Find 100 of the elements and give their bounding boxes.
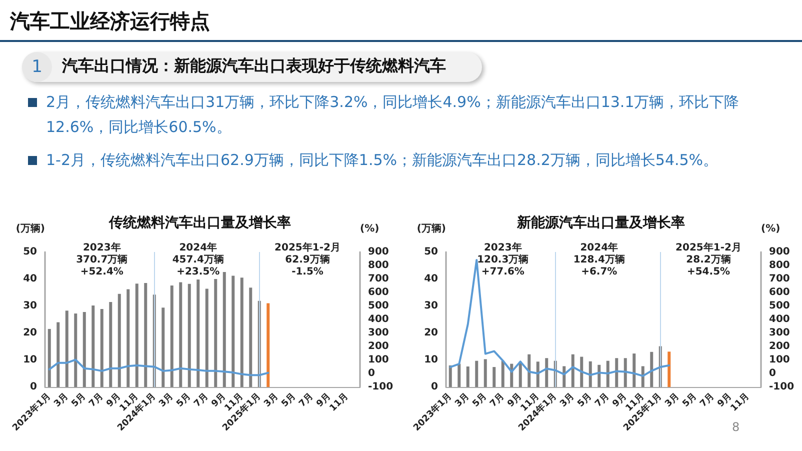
- bar: [162, 308, 165, 387]
- y2-tick-label: 600: [769, 287, 790, 298]
- y2-tick-label: 100: [769, 354, 790, 366]
- bar: [266, 303, 270, 387]
- y2-tick-label: 0: [368, 368, 375, 379]
- bar: [222, 272, 226, 387]
- bar: [466, 366, 470, 387]
- bar: [205, 288, 208, 387]
- text: 1-2月，传统燃料汽车出口62.9万辆，同比下降1.5%；新能源汽车出口28.2万辆，同比增长54.5%。: [46, 150, 720, 171]
- annotation: 2023年 120.3万辆 +77.6%: [477, 242, 529, 278]
- annotation: 2024年 457.4万辆 +23.5%: [172, 242, 224, 278]
- y2-tick-label: 0: [769, 368, 776, 379]
- y-tick-label: 20: [424, 328, 438, 338]
- bar: [668, 352, 671, 387]
- y2-tick-label: -100: [769, 382, 794, 392]
- text: 2月，传统燃料汽车出口31万辆，环比下降3.2%，同比增长4.9%；新能源汽车出口13.1万辆，环比下降12.6%，同比增长60.5%。: [46, 92, 740, 138]
- x-tick-label: 5月: [470, 390, 489, 410]
- y2-tick-label: 900: [368, 246, 389, 258]
- bar: [492, 367, 496, 387]
- bar: [606, 360, 610, 387]
- bar: [615, 358, 618, 387]
- y2-tick-label: 700: [368, 274, 389, 284]
- y2-tick-label: 100: [368, 354, 389, 366]
- x-tick-label: 3月: [156, 390, 176, 410]
- bar: [536, 362, 540, 387]
- bar: [528, 354, 531, 387]
- annotation: 2025年1-2月 28.2万辆 +54.5%: [676, 242, 742, 278]
- y2-tick-label: 200: [368, 341, 389, 352]
- annotation: 2024年 128.4万辆 +6.7%: [573, 242, 625, 278]
- text: 汽车工业经济运行特点: [10, 8, 210, 35]
- y-tick-label: 0: [30, 382, 38, 392]
- bar: [118, 294, 121, 387]
- bar: [65, 310, 68, 387]
- y2-tick-label: 800: [769, 260, 790, 271]
- y2-tick-label: 300: [769, 328, 790, 338]
- bar: [624, 358, 627, 387]
- x-tick-label: 3月: [452, 390, 472, 410]
- bar: [580, 356, 584, 387]
- y2-tick-label: 400: [368, 314, 389, 325]
- y-tick-label: 10: [424, 354, 438, 366]
- x-tick-label: 7月: [592, 390, 612, 410]
- x-tick-label: 3月: [262, 390, 280, 410]
- y2-axis-title: (%): [761, 224, 780, 234]
- bar: [232, 276, 235, 387]
- y-tick-label: 10: [23, 354, 38, 366]
- bar: [74, 314, 78, 387]
- bar: [82, 312, 86, 387]
- bar: [56, 322, 60, 387]
- x-tick-label: 7月: [698, 390, 716, 410]
- chart-title: 传统燃料汽车出口量及增长率: [108, 214, 291, 231]
- y2-axis-title: (%): [360, 224, 380, 234]
- text: 8: [732, 420, 740, 434]
- x-tick-label: 7月: [296, 390, 316, 410]
- bar: [135, 284, 138, 387]
- annotation: 2023年 370.7万辆 +52.4%: [76, 242, 128, 278]
- bar: [632, 354, 636, 387]
- y-axis-title: (万辆): [16, 222, 45, 234]
- y-tick-label: 20: [23, 328, 38, 338]
- bar: [100, 308, 104, 387]
- bar: [650, 352, 654, 387]
- bar: [48, 328, 51, 387]
- y2-tick-label: -100: [368, 382, 394, 392]
- bar: [501, 360, 504, 387]
- x-tick-label: 7月: [488, 390, 506, 410]
- y2-tick-label: 400: [769, 314, 790, 325]
- y2-tick-label: 800: [368, 260, 389, 271]
- y-tick-label: 30: [424, 300, 438, 312]
- y-tick-label: 0: [431, 382, 438, 392]
- x-tick-label: 5月: [575, 390, 594, 410]
- bar: [126, 289, 130, 387]
- y2-tick-label: 200: [769, 341, 790, 352]
- y2-tick-label: 500: [368, 300, 389, 312]
- y-tick-label: 50: [424, 246, 438, 258]
- line-series: [48, 358, 270, 376]
- y2-tick-label: 900: [769, 246, 790, 258]
- y2-tick-label: 700: [769, 274, 790, 284]
- bar: [249, 288, 252, 387]
- bar: [188, 284, 191, 387]
- y2-tick-label: 600: [368, 287, 389, 298]
- bar: [214, 279, 218, 387]
- x-tick-label: 5月: [279, 390, 298, 410]
- bar: [571, 354, 574, 387]
- bar: [458, 364, 461, 387]
- bar: [240, 278, 244, 387]
- y2-tick-label: 300: [368, 328, 389, 338]
- bar: [475, 360, 478, 387]
- bar: [144, 283, 148, 387]
- bar: [170, 285, 174, 387]
- x-tick-label: 3月: [558, 390, 576, 410]
- annotation: 2025年1-2月 62.9万辆 -1.5%: [274, 242, 340, 278]
- text: 汽车出口情况：新能源汽车出口表现好于传统燃料汽车: [62, 56, 446, 77]
- x-tick-label: 7月: [192, 390, 210, 410]
- y-tick-label: 50: [23, 246, 38, 258]
- bar: [92, 305, 95, 387]
- x-tick-label: 5月: [69, 390, 88, 410]
- y-tick-label: 40: [23, 274, 38, 284]
- y-tick-label: 40: [424, 274, 438, 284]
- chart-title: 新能源汽车出口量及增长率: [516, 214, 685, 231]
- bar: [588, 361, 592, 387]
- text: 1: [22, 52, 52, 82]
